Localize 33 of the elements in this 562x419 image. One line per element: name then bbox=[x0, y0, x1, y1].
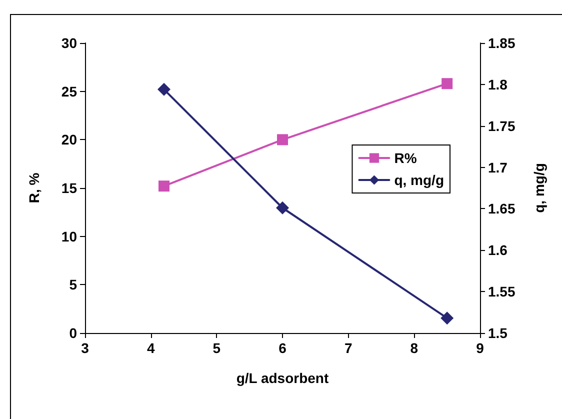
y2-tick-label: 1.85 bbox=[488, 35, 516, 51]
point bbox=[276, 201, 289, 214]
y-tick-label: 15 bbox=[61, 180, 78, 196]
point bbox=[442, 78, 453, 90]
y-axis-title: R, % bbox=[26, 172, 42, 204]
x-tick-label: 3 bbox=[81, 340, 90, 356]
point bbox=[277, 134, 288, 146]
legend-label: R% bbox=[394, 150, 418, 166]
point bbox=[158, 82, 170, 96]
x-tick-label: 9 bbox=[476, 340, 484, 356]
y2-tick-label: 1.65 bbox=[488, 200, 516, 217]
y-tick-label: 30 bbox=[61, 35, 78, 51]
y2-tick-label: 1.75 bbox=[488, 118, 516, 134]
y-tick-label: 20 bbox=[61, 132, 78, 148]
y2-tick-label: 1.5 bbox=[488, 325, 508, 341]
y2-tick-label: 1.7 bbox=[488, 159, 508, 176]
y2-tick-label: 1.6 bbox=[488, 242, 508, 258]
x-tick-label: 8 bbox=[410, 340, 418, 356]
point bbox=[158, 180, 170, 192]
legend-label: q, mg/g bbox=[394, 172, 444, 188]
y2-axis-title: q, mg/g bbox=[531, 163, 547, 213]
x-tick-label: 4 bbox=[146, 340, 155, 356]
x-tick-label: 5 bbox=[212, 340, 221, 356]
y-tick-label: 25 bbox=[61, 83, 78, 100]
y-tick-label: 5 bbox=[69, 276, 78, 293]
x-tick-label: 6 bbox=[278, 340, 287, 356]
x-axis-title: g/L adsorbent bbox=[236, 370, 329, 386]
point bbox=[440, 312, 454, 325]
y-tick-label: 10 bbox=[61, 228, 78, 244]
y2-tick-label: 1.8 bbox=[488, 76, 508, 92]
y2-tick-label: 1.55 bbox=[488, 284, 516, 300]
y-tick-label: 0 bbox=[69, 325, 78, 341]
x-tick-label: 7 bbox=[344, 340, 352, 356]
